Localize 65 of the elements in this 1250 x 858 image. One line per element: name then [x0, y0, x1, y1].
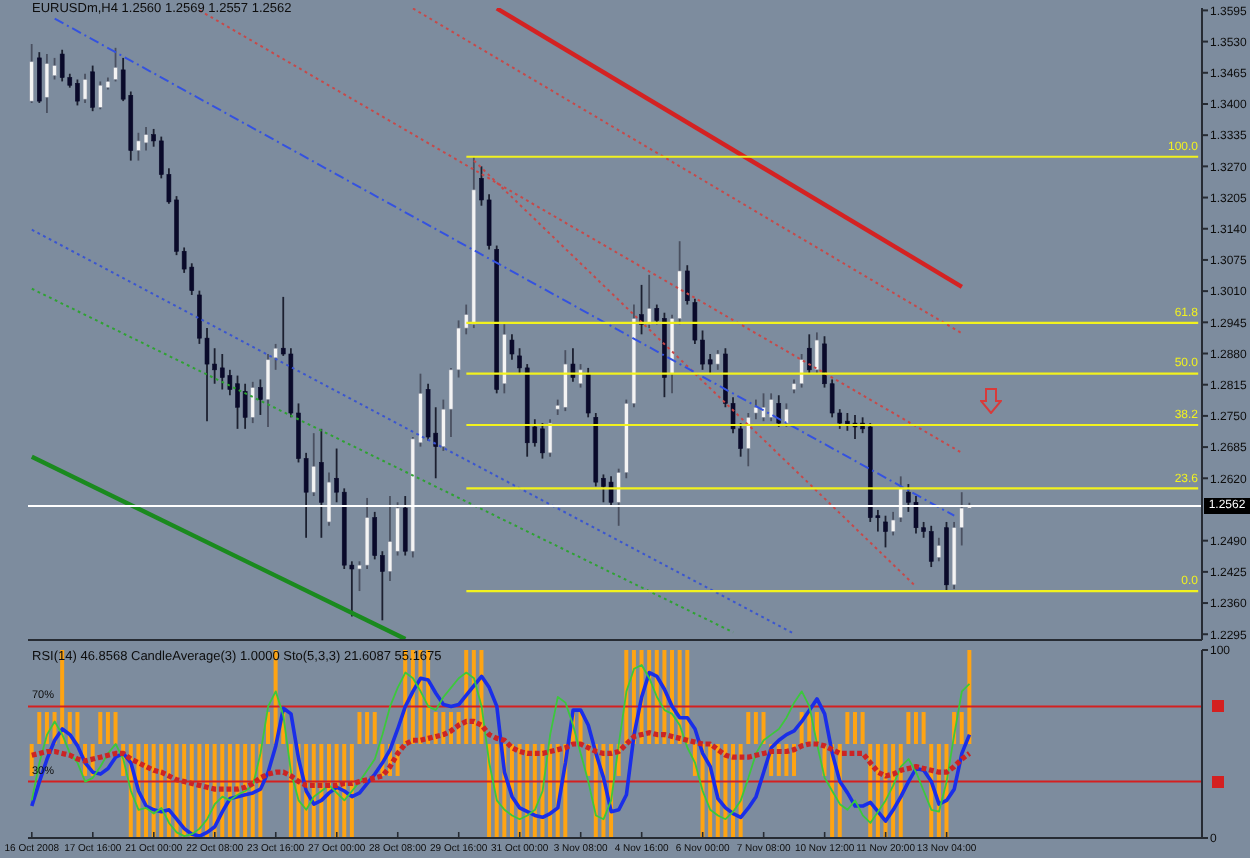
bar — [913, 712, 918, 744]
candlestick — [136, 131, 141, 162]
candlestick — [799, 353, 804, 389]
candlestick — [37, 51, 42, 104]
candlestick — [814, 331, 820, 375]
candlestick — [646, 273, 652, 329]
candlestick — [425, 382, 431, 442]
candlestick — [745, 412, 751, 468]
bar — [98, 712, 103, 744]
bar — [906, 712, 911, 744]
candlestick — [936, 536, 942, 563]
bar — [494, 744, 499, 838]
candlestick — [806, 333, 812, 375]
candlestick — [608, 475, 614, 508]
candlestick — [753, 398, 759, 421]
candlestick — [242, 382, 248, 430]
candlestick — [761, 392, 766, 423]
candlestick — [59, 48, 65, 83]
candlestick — [913, 495, 919, 535]
candlestick — [547, 418, 553, 458]
candlestick — [928, 524, 934, 568]
bar — [372, 712, 377, 744]
candlestick — [570, 347, 576, 383]
candlestick — [578, 363, 583, 389]
candlestick — [90, 64, 95, 113]
candlestick — [768, 392, 774, 423]
candlestick — [113, 46, 118, 83]
candlestick — [29, 43, 34, 104]
candlestick — [890, 510, 896, 537]
candlestick — [265, 353, 271, 428]
candlestick — [97, 80, 103, 111]
candlestick — [402, 495, 408, 557]
candlestick — [258, 378, 263, 416]
candlestick — [250, 380, 256, 424]
bar — [853, 712, 857, 744]
candlestick — [776, 394, 782, 428]
candlestick — [784, 402, 789, 428]
bar — [761, 712, 766, 744]
candlestick — [143, 126, 149, 152]
bar — [860, 712, 865, 744]
bar — [357, 712, 362, 744]
candlestick — [684, 264, 690, 306]
candlestick — [311, 432, 317, 497]
bar — [37, 712, 42, 744]
bar — [921, 712, 926, 744]
candlestick — [44, 53, 50, 114]
bar — [753, 712, 758, 744]
candlestick — [715, 349, 721, 371]
candlestick — [235, 374, 240, 430]
bar — [746, 712, 751, 744]
bar — [113, 712, 118, 744]
candlestick — [540, 422, 545, 460]
bar — [75, 712, 80, 744]
candlestick — [319, 427, 324, 539]
candlestick — [585, 367, 591, 419]
bar — [845, 712, 850, 744]
candlestick — [509, 333, 515, 361]
candlestick — [883, 514, 888, 549]
bar — [365, 712, 370, 744]
candlestick — [273, 343, 278, 371]
candlestick — [219, 353, 225, 391]
candlestick — [75, 78, 80, 107]
candlestick — [563, 349, 568, 412]
bar — [105, 712, 110, 744]
candlestick — [82, 72, 88, 104]
